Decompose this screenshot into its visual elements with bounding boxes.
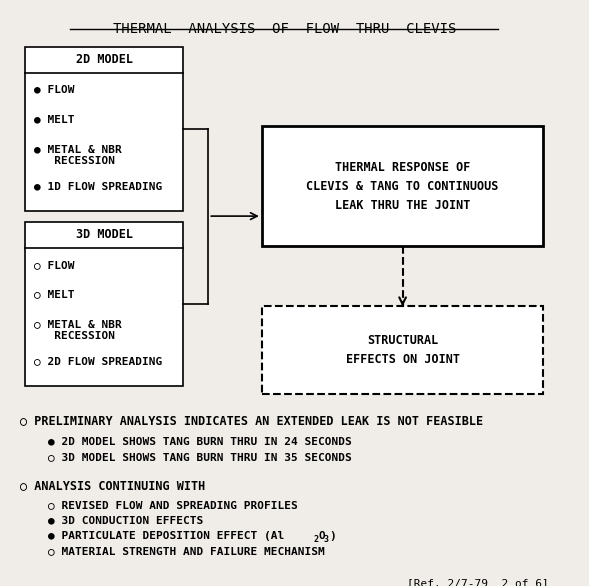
Bar bbox=[25, 46, 183, 210]
Text: ): ) bbox=[329, 531, 336, 541]
Text: [Ref. 2/7-79  2 of 6]: [Ref. 2/7-79 2 of 6] bbox=[407, 578, 549, 586]
Text: ● METAL & NBR
   RECESSION: ● METAL & NBR RECESSION bbox=[34, 144, 121, 166]
Text: THERMAL  ANALYSIS  OF  FLOW  THRU  CLEVIS: THERMAL ANALYSIS OF FLOW THRU CLEVIS bbox=[112, 22, 456, 36]
Text: 3D MODEL: 3D MODEL bbox=[75, 228, 133, 241]
Text: ● 1D FLOW SPREADING: ● 1D FLOW SPREADING bbox=[34, 181, 162, 191]
Text: ○ REVISED FLOW AND SPREADING PROFILES: ○ REVISED FLOW AND SPREADING PROFILES bbox=[48, 500, 297, 510]
Text: 2: 2 bbox=[313, 535, 318, 544]
Text: ○ MATERIAL STRENGTH AND FAILURE MECHANISM: ○ MATERIAL STRENGTH AND FAILURE MECHANIS… bbox=[48, 547, 325, 557]
Text: ○ MELT: ○ MELT bbox=[34, 289, 74, 299]
Text: ● 2D MODEL SHOWS TANG BURN THRU IN 24 SECONDS: ● 2D MODEL SHOWS TANG BURN THRU IN 24 SE… bbox=[48, 437, 352, 447]
Text: ● PARTICULATE DEPOSITION EFFECT (Al: ● PARTICULATE DEPOSITION EFFECT (Al bbox=[48, 531, 284, 541]
Text: ○ FLOW: ○ FLOW bbox=[34, 260, 74, 270]
Text: ● FLOW: ● FLOW bbox=[34, 85, 74, 95]
Text: ○ ANALYSIS CONTINUING WITH: ○ ANALYSIS CONTINUING WITH bbox=[19, 479, 205, 492]
Text: THERMAL RESPONSE OF
CLEVIS & TANG TO CONTINUOUS
LEAK THRU THE JOINT: THERMAL RESPONSE OF CLEVIS & TANG TO CON… bbox=[306, 161, 499, 212]
Bar bbox=[25, 222, 183, 386]
Text: ○ 3D MODEL SHOWS TANG BURN THRU IN 35 SECONDS: ○ 3D MODEL SHOWS TANG BURN THRU IN 35 SE… bbox=[48, 452, 352, 462]
Text: ○ PRELIMINARY ANALYSIS INDICATES AN EXTENDED LEAK IS NOT FEASIBLE: ○ PRELIMINARY ANALYSIS INDICATES AN EXTE… bbox=[19, 414, 483, 427]
Text: 2D MODEL: 2D MODEL bbox=[75, 53, 133, 66]
Text: ○ 2D FLOW SPREADING: ○ 2D FLOW SPREADING bbox=[34, 356, 162, 366]
Text: ○ METAL & NBR
   RECESSION: ○ METAL & NBR RECESSION bbox=[34, 319, 121, 341]
Text: ● 3D CONDUCTION EFFECTS: ● 3D CONDUCTION EFFECTS bbox=[48, 516, 203, 526]
Text: ● MELT: ● MELT bbox=[34, 114, 74, 124]
Bar bbox=[262, 126, 544, 246]
Text: 3: 3 bbox=[324, 535, 329, 544]
Text: STRUCTURAL
EFFECTS ON JOINT: STRUCTURAL EFFECTS ON JOINT bbox=[346, 334, 459, 366]
Text: O: O bbox=[318, 531, 325, 541]
Bar bbox=[262, 306, 544, 394]
